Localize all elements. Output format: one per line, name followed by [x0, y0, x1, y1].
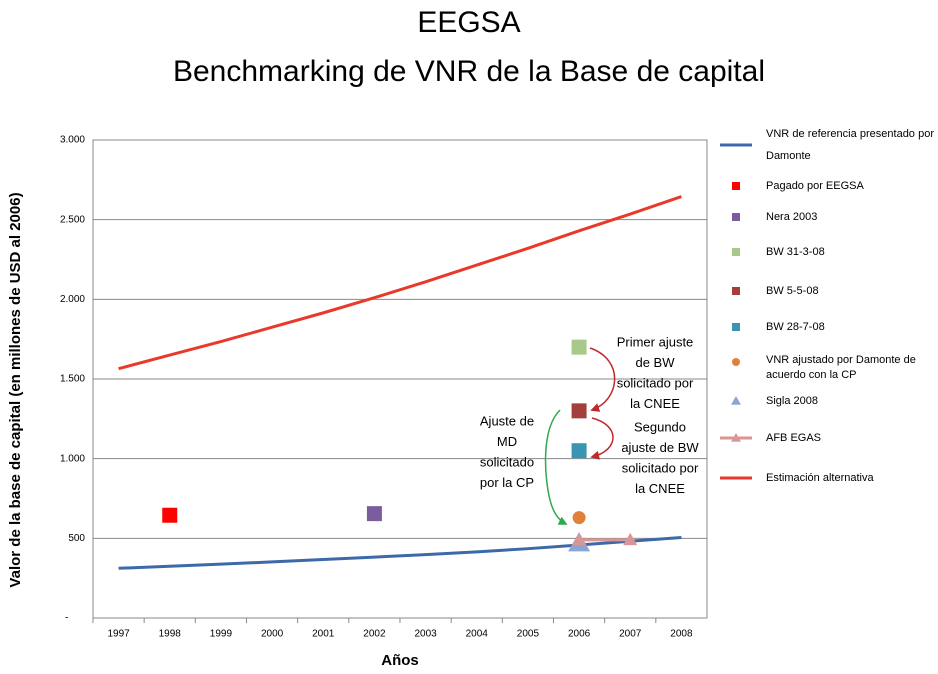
annotation: ajuste de BW	[621, 440, 699, 455]
square-marker	[571, 443, 587, 459]
legend-label: BW 31-3-08	[766, 246, 825, 258]
y-tick-label: 2.500	[60, 214, 85, 225]
y-tick-label: 2.000	[60, 294, 85, 305]
triangle-marker	[623, 532, 638, 546]
y-axis-label: Valor de la base de capital (en millones…	[7, 192, 24, 587]
y-tick-label: 3.000	[60, 135, 85, 146]
arrow	[590, 417, 614, 460]
annotation: solicitado	[480, 454, 534, 469]
x-tick-label: 2008	[670, 629, 693, 640]
y-tick-label: 500	[68, 533, 85, 544]
legend-label: VNR ajustado por Damonte de acuerdo con …	[766, 354, 916, 381]
square-marker	[162, 507, 178, 523]
x-tick-label: 1997	[107, 629, 130, 640]
triangle-marker	[572, 532, 587, 546]
x-tick-label: 1999	[210, 629, 233, 640]
legend-label: Nera 2003	[766, 211, 818, 223]
legend-label: Estimación alternativa	[766, 472, 874, 484]
y-tick-label: 1.000	[60, 453, 85, 464]
legend-label: Sigla 2008	[766, 395, 818, 407]
x-tick-label: 2004	[466, 629, 489, 640]
annotation: solicitado por	[622, 460, 699, 475]
x-tick-label: 2001	[312, 629, 335, 640]
x-axis-label: Años	[381, 652, 419, 669]
chart-subtitle: Benchmarking de VNR de la Base de capita…	[173, 55, 765, 88]
x-tick-label: 2007	[619, 629, 642, 640]
legend-marker	[731, 433, 741, 442]
y-tick-label: -	[65, 613, 68, 624]
y-tick-label: 1.500	[60, 374, 85, 385]
legend-marker	[732, 213, 740, 221]
annotation: solicitado por	[617, 375, 694, 390]
annotation: Segundo	[634, 419, 686, 434]
annotation: la CNEE	[630, 396, 680, 411]
legend-label: AFB EGAS	[766, 432, 822, 444]
square-marker	[571, 403, 587, 419]
annotation: Ajuste de	[480, 413, 534, 428]
annotation: Primer ajuste	[617, 334, 694, 349]
circle-marker	[572, 511, 586, 525]
legend-label: BW 5-5-08	[766, 285, 819, 297]
arrow	[544, 409, 568, 525]
legend-label: BW 28-7-08	[766, 321, 825, 333]
arrow	[589, 347, 616, 412]
annotation: MD	[497, 434, 517, 449]
legend-marker	[732, 248, 740, 256]
legend-marker	[732, 182, 740, 190]
legend-marker	[732, 358, 740, 366]
x-tick-label: 2000	[261, 629, 284, 640]
square-marker	[366, 506, 382, 522]
legend-label: Pagado por EEGSA	[766, 180, 864, 192]
annotation: la CNEE	[635, 481, 685, 496]
x-tick-label: 1998	[159, 629, 182, 640]
series-line	[118, 195, 682, 371]
legend-label: VNR de referencia presentado por Damonte	[766, 128, 934, 162]
x-tick-label: 2003	[414, 629, 437, 640]
x-tick-label: 2002	[363, 629, 386, 640]
annotation: por la CP	[480, 475, 534, 490]
square-marker	[571, 339, 587, 355]
chart-title: EEGSA	[417, 6, 520, 39]
legend-marker	[732, 287, 740, 295]
annotation: de BW	[635, 355, 675, 370]
series-line	[118, 536, 682, 570]
legend-marker	[732, 323, 740, 331]
legend-marker	[731, 396, 741, 405]
x-tick-label: 2005	[517, 629, 540, 640]
x-tick-label: 2006	[568, 629, 591, 640]
plot-area: - 500 1.000 1.500 2.000 2.500 3.000 1997 1998 199…	[60, 135, 708, 640]
